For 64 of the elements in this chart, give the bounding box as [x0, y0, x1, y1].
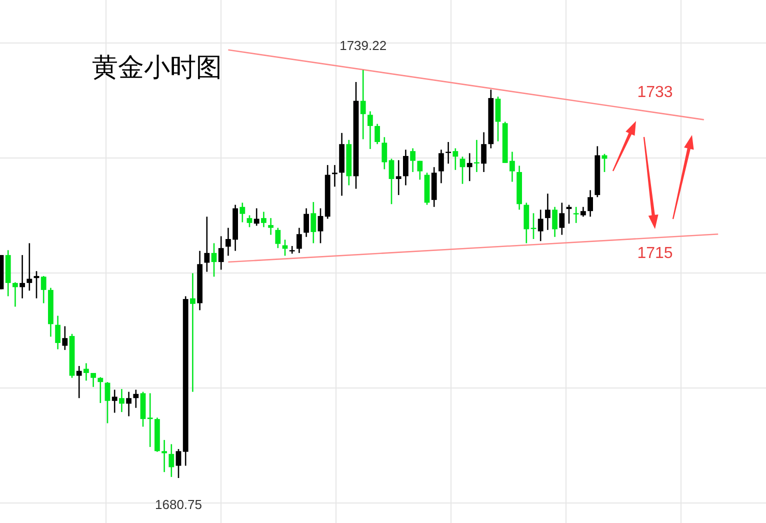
candlestick	[133, 389, 139, 409]
candlestick	[552, 206, 558, 238]
candlestick	[211, 242, 217, 278]
candlestick	[261, 211, 266, 228]
candlestick	[466, 152, 472, 182]
candlestick	[62, 326, 68, 351]
candlestick	[318, 208, 324, 244]
candlestick	[304, 208, 309, 238]
annotation: 1715	[637, 245, 673, 262]
candlestick	[76, 365, 82, 399]
candlestick	[474, 139, 480, 173]
candlestick	[332, 164, 338, 188]
candlestick	[417, 160, 423, 180]
candlestick	[545, 193, 550, 231]
candlestick	[168, 444, 174, 478]
annotation: 1733	[637, 84, 673, 101]
candlestick	[296, 227, 302, 254]
candlestick	[126, 391, 132, 417]
candlestick	[410, 148, 416, 173]
candlestick	[573, 206, 579, 224]
candlestick	[176, 448, 182, 479]
annotation: 1680.75	[155, 497, 202, 512]
candlestick	[374, 123, 380, 145]
candlestick	[396, 160, 402, 196]
candlestick	[254, 208, 260, 226]
chart-title: 黄金小时图	[92, 53, 222, 83]
candlestick	[538, 209, 544, 242]
candlestick	[368, 110, 373, 150]
candlestick	[360, 69, 366, 140]
candlestick	[275, 227, 281, 249]
candlestick	[84, 362, 89, 382]
candlestick	[40, 275, 46, 304]
candlestick	[452, 148, 458, 171]
candlestick	[204, 216, 210, 272]
candlestick	[190, 272, 196, 392]
candlestick	[98, 376, 104, 404]
candlestick	[559, 202, 565, 236]
candlestick	[162, 439, 167, 473]
annotation: 1739.22	[340, 38, 387, 53]
candlestick	[438, 149, 444, 184]
candlestick	[282, 239, 288, 256]
candlestick	[12, 282, 18, 308]
candlestick	[26, 242, 32, 292]
candlestick	[289, 245, 295, 254]
candlestick	[588, 190, 593, 218]
candlestick	[268, 217, 274, 236]
candlestick	[388, 158, 394, 205]
candlestick	[481, 132, 486, 173]
candlestick	[240, 202, 246, 223]
candlestick	[218, 236, 224, 270]
candlestick	[20, 254, 25, 299]
candlestick	[112, 389, 118, 414]
candlestick	[495, 96, 501, 142]
candlestick	[55, 315, 60, 350]
candlestick	[580, 206, 586, 218]
candlestick	[104, 381, 110, 424]
candlestick	[310, 201, 316, 244]
candlestick	[382, 136, 388, 170]
candlestick	[90, 372, 96, 388]
candlestick	[119, 388, 124, 413]
candlestick	[602, 153, 608, 173]
candlestick	[246, 214, 252, 228]
candlestick	[403, 149, 408, 186]
candlestick	[147, 392, 153, 448]
